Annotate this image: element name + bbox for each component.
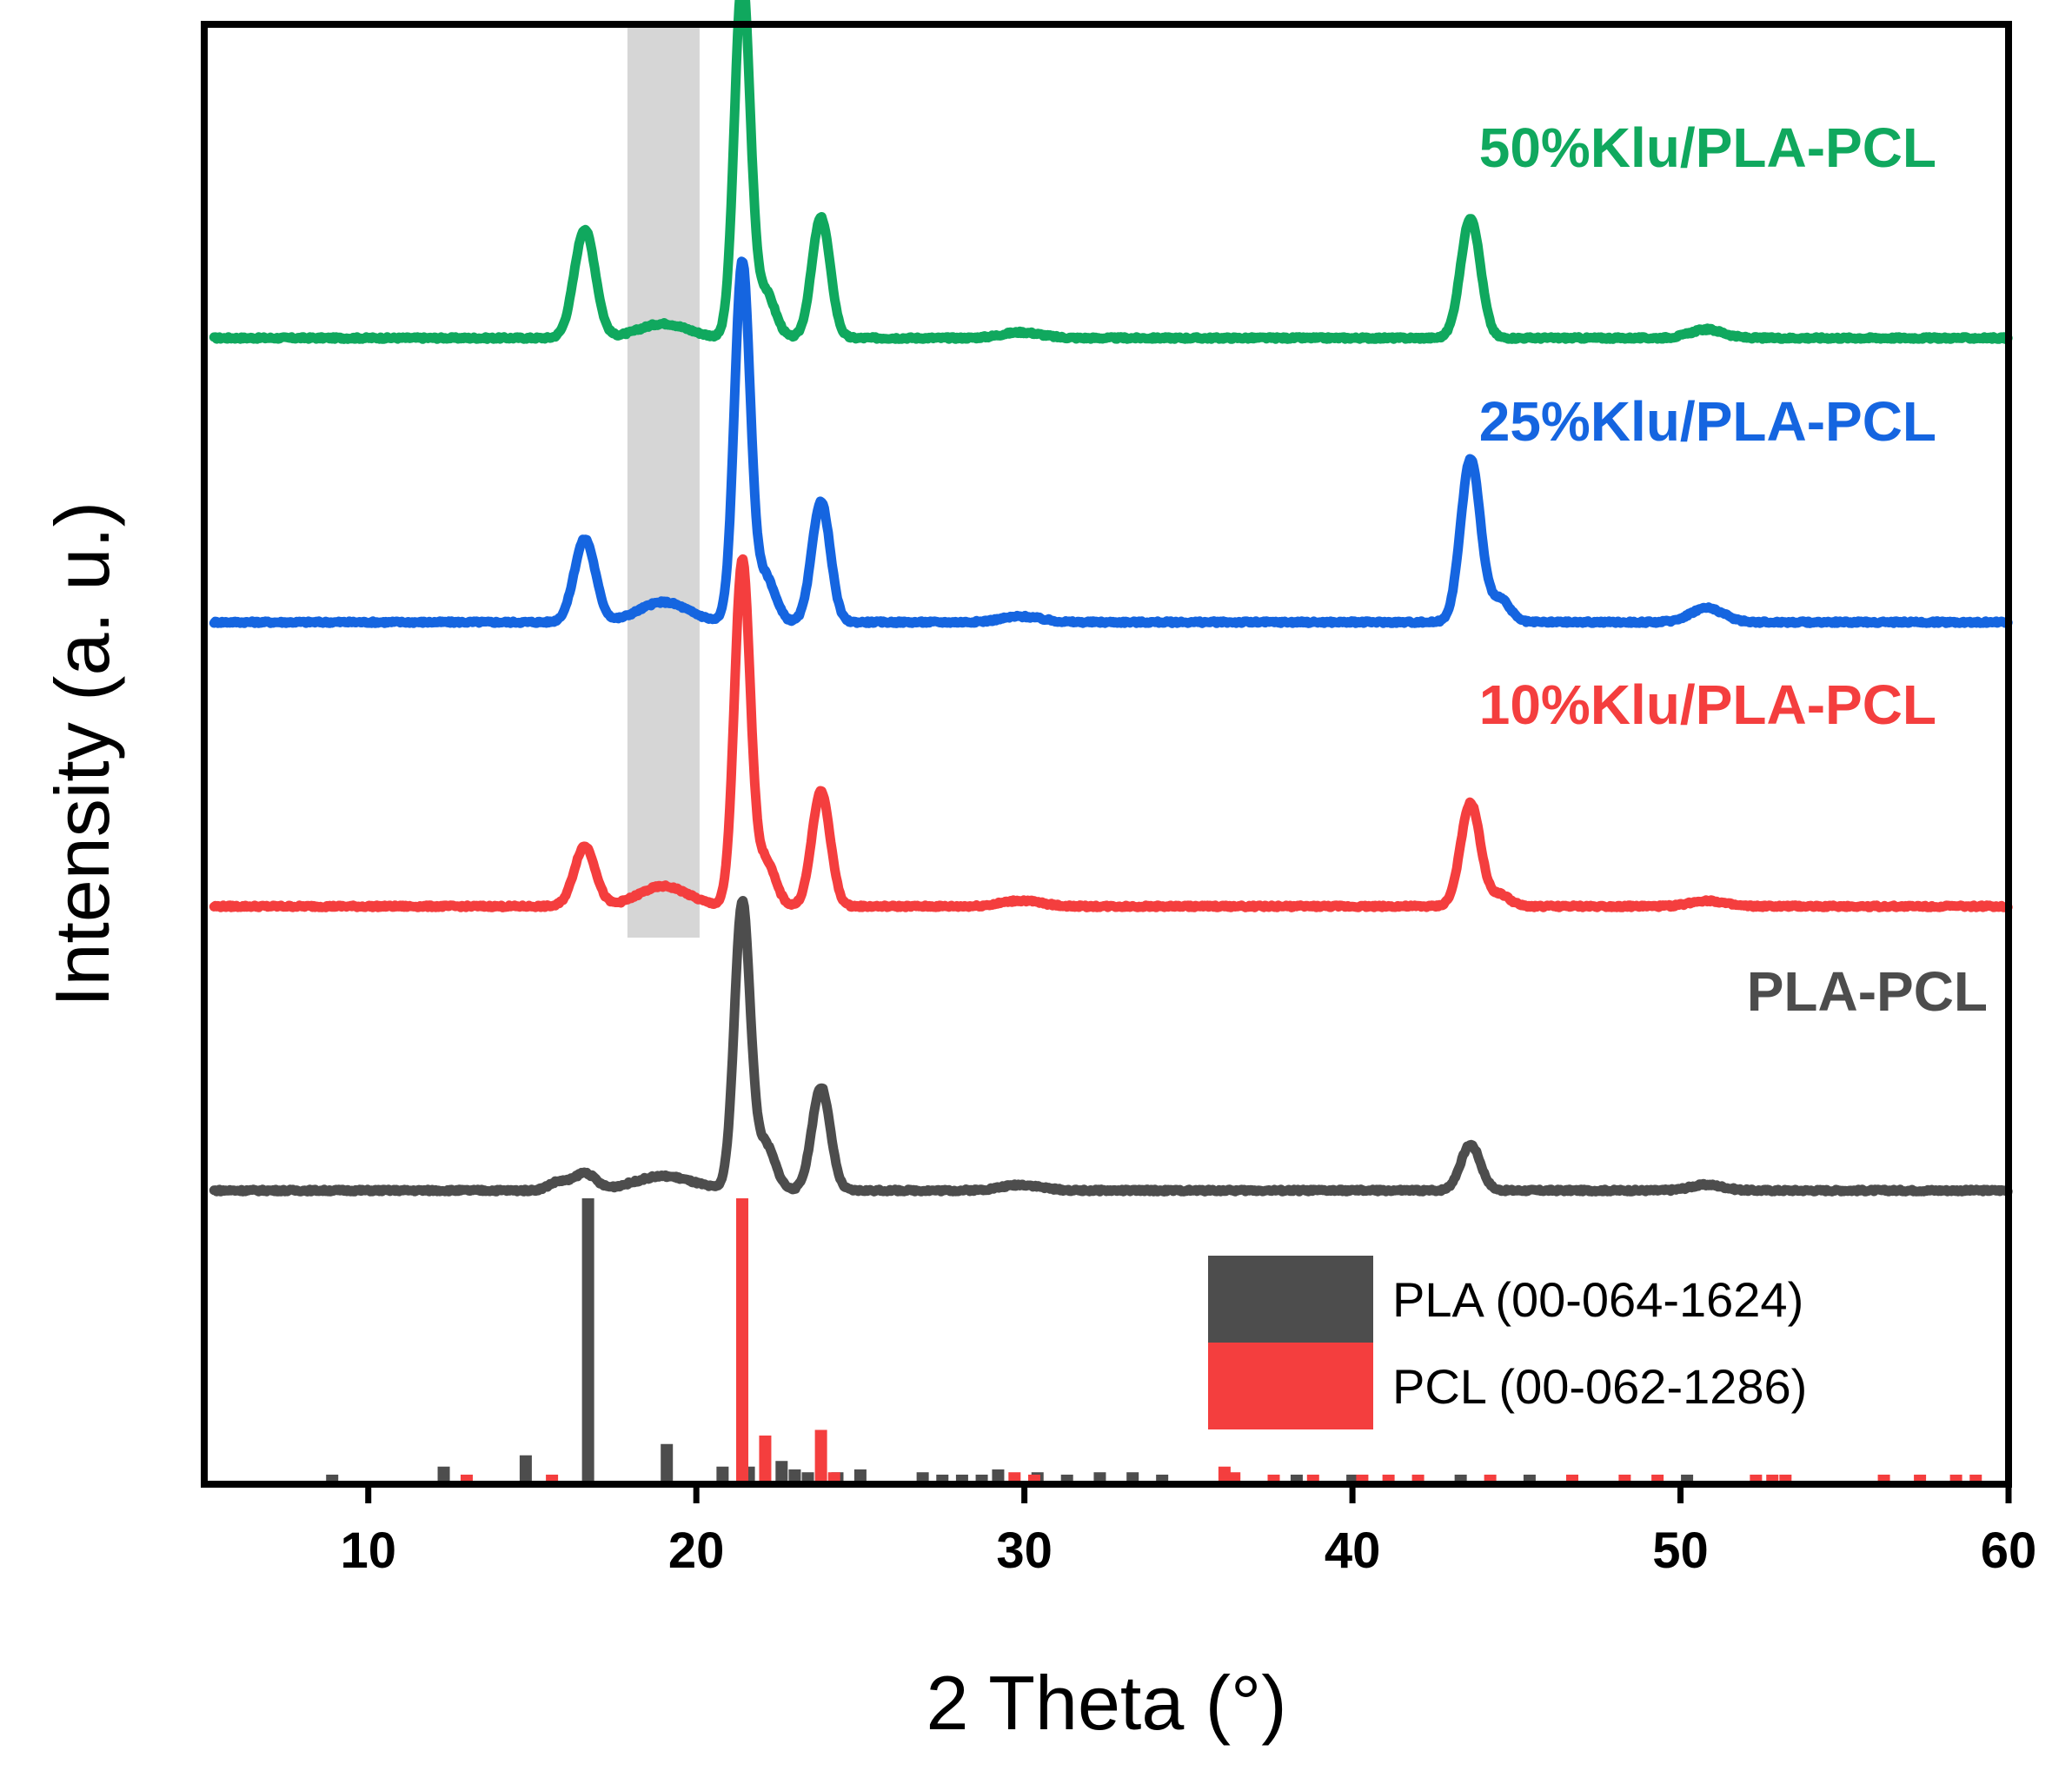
x-tick-label: 10	[340, 1522, 396, 1579]
series-label: 10%Klu/PLA-PCL	[1479, 673, 1936, 736]
reference-stick	[1008, 1472, 1021, 1481]
x-axis-title: 2 Theta (°)	[926, 1660, 1286, 1746]
reference-stick	[1156, 1475, 1169, 1481]
reference-stick	[1411, 1475, 1424, 1481]
reference-stick	[936, 1475, 949, 1481]
y-axis-title: Intensity (a. u.)	[39, 501, 125, 1007]
reference-stick	[801, 1472, 814, 1481]
reference-stick	[546, 1475, 559, 1481]
reference-stick	[581, 1198, 594, 1481]
reference-stick	[1651, 1475, 1664, 1481]
reference-stick	[916, 1472, 929, 1481]
series-label: 50%Klu/PLA-PCL	[1479, 116, 1936, 179]
series-line-50-klu-pla-pcl	[209, 0, 2013, 344]
highlight-band	[627, 28, 700, 938]
reference-stick	[775, 1461, 788, 1481]
legend-swatch	[1208, 1343, 1373, 1429]
reference-stick	[1228, 1472, 1241, 1481]
series-line-10-klu-pla-pcl	[209, 554, 2013, 912]
reference-stick	[1565, 1475, 1578, 1481]
reference-stick	[827, 1472, 840, 1481]
reference-stick	[853, 1469, 867, 1481]
reference-stick	[736, 1198, 749, 1481]
x-tick-label: 60	[1981, 1522, 2037, 1579]
reference-stick	[1093, 1472, 1106, 1481]
reference-stick	[1969, 1475, 1982, 1481]
reference-stick	[460, 1475, 473, 1481]
reference-stick	[1027, 1475, 1040, 1481]
reference-stick	[326, 1475, 339, 1481]
reference-stick	[716, 1466, 729, 1481]
reference-stick	[1290, 1475, 1303, 1481]
legend: PLA (00-064-1624) PCL (00-062-1286)	[1208, 1256, 1807, 1429]
reference-pla	[326, 1198, 1694, 1481]
reference-stick	[437, 1466, 450, 1481]
reference-stick	[975, 1475, 988, 1481]
x-tick-label: 50	[1652, 1522, 1709, 1579]
reference-stick	[759, 1436, 772, 1481]
legend-label: PCL (00-062-1286)	[1392, 1359, 1807, 1414]
plot-frame	[201, 21, 2012, 1488]
reference-stick	[1126, 1472, 1139, 1481]
reference-stick	[955, 1475, 968, 1481]
reference-stick	[661, 1443, 674, 1481]
reference-pcl	[460, 1198, 1982, 1481]
reference-stick	[1306, 1475, 1319, 1481]
x-tick-label: 40	[1325, 1522, 1381, 1579]
x-axis-ticks: 10 20 30 40 50 60	[340, 1484, 2036, 1579]
series-label: 25%Klu/PLA-PCL	[1479, 390, 1936, 453]
reference-stick	[1618, 1475, 1631, 1481]
reference-stick	[1267, 1475, 1280, 1481]
reference-stick	[814, 1429, 827, 1481]
reference-stick	[1681, 1475, 1694, 1481]
reference-stick	[1914, 1475, 1927, 1481]
reference-stick	[1060, 1475, 1073, 1481]
reference-stick	[1523, 1475, 1536, 1481]
reference-patterns	[326, 1198, 1982, 1481]
reference-stick	[1949, 1475, 1962, 1481]
series-curves	[209, 0, 2013, 1197]
reference-stick	[1766, 1475, 1779, 1481]
reference-stick	[1877, 1475, 1890, 1481]
reference-stick	[1218, 1466, 1231, 1481]
x-tick-label: 20	[668, 1522, 725, 1579]
reference-stick	[1454, 1475, 1467, 1481]
series-line-25-klu-pla-pcl	[209, 256, 2013, 628]
legend-label: PLA (00-064-1624)	[1392, 1272, 1803, 1327]
reference-stick	[992, 1469, 1005, 1481]
reference-stick	[1346, 1475, 1359, 1481]
x-tick-label: 30	[996, 1522, 1053, 1579]
reference-stick	[788, 1469, 801, 1481]
reference-stick	[1382, 1475, 1395, 1481]
reference-stick	[519, 1455, 532, 1481]
reference-stick	[1750, 1475, 1763, 1481]
reference-stick	[1779, 1475, 1792, 1481]
legend-swatch	[1208, 1256, 1373, 1343]
series-label: PLA-PCL	[1747, 960, 1988, 1023]
series-line-pla-pcl	[209, 896, 2013, 1197]
series-labels: 50%Klu/PLA-PCL 25%Klu/PLA-PCL 10%Klu/PLA-P…	[1479, 116, 1988, 1023]
reference-stick	[1356, 1475, 1369, 1481]
reference-stick	[1484, 1475, 1497, 1481]
